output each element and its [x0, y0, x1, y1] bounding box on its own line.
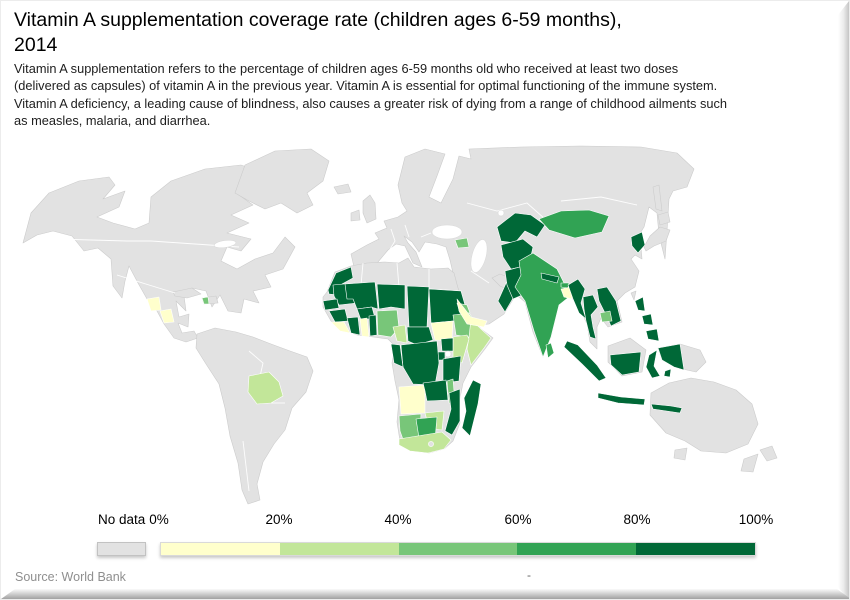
region-madagascar[interactable] [461, 379, 482, 437]
aral-sea [497, 209, 505, 217]
legend-swatch-20-40 [279, 543, 399, 555]
legend-swatch-40-60 [398, 543, 518, 555]
region-angola[interactable] [398, 384, 426, 415]
region-ghana[interactable] [359, 317, 370, 338]
region-lesotho[interactable] [428, 441, 434, 447]
legend-tick-100: 100% [738, 512, 774, 527]
legend-tick-60: 60% [504, 512, 532, 527]
region-australia[interactable] [649, 377, 759, 454]
region-uganda[interactable] [440, 337, 454, 352]
region-azerbaijan[interactable] [454, 237, 470, 249]
region-tanzania[interactable] [442, 355, 462, 384]
region-guatemala[interactable] [146, 296, 162, 312]
region-taiwan[interactable] [630, 290, 637, 301]
region-south-america[interactable] [195, 327, 314, 505]
region-philippines-mindanao[interactable] [645, 328, 660, 342]
legend-swatch-60-80 [517, 543, 637, 555]
region-south-africa[interactable] [398, 431, 452, 454]
region-indonesia-moluccas[interactable] [663, 368, 672, 378]
country-border-lines [55, 196, 638, 492]
chart-description: Vitamin A supplementation refers to the … [14, 60, 727, 130]
legend-color-scale [160, 542, 756, 556]
region-nepal[interactable] [540, 272, 560, 284]
region-united-kingdom[interactable] [362, 194, 377, 224]
region-indonesia-sumatra[interactable] [563, 340, 607, 382]
legend-no-data-label: No data [98, 512, 146, 527]
region-iceland[interactable] [333, 183, 352, 195]
region-greenland[interactable] [234, 148, 330, 214]
region-cuba[interactable] [172, 287, 202, 299]
legend-swatch-0-20 [161, 543, 280, 555]
region-nicaragua[interactable] [159, 308, 175, 324]
region-sakhalin[interactable] [652, 184, 663, 212]
region-cameroon[interactable] [392, 324, 408, 344]
region-philippines-luzon[interactable] [634, 296, 646, 312]
caspian-sea [470, 239, 488, 273]
footer-dash: - [527, 568, 531, 582]
title-line-1: Vitamin A supplementation coverage rate … [14, 9, 622, 31]
region-indonesia-lesser-sunda[interactable] [650, 403, 683, 414]
region-japan-hokkaido[interactable] [657, 211, 671, 226]
description-line: (delivered as capsules) of vitamin A in … [14, 78, 718, 94]
region-liberia-sierra-leone[interactable] [330, 321, 351, 334]
region-zambia[interactable] [422, 379, 449, 402]
title-line-2: 2014 [14, 34, 58, 56]
region-mongolia[interactable] [538, 209, 610, 239]
region-turkmenistan-uzbekistan[interactable] [496, 212, 546, 244]
region-senegal[interactable] [322, 298, 340, 311]
region-new-zealand-north[interactable] [759, 445, 778, 462]
great-lakes [213, 239, 237, 249]
legend-tick-80: 80% [623, 512, 651, 527]
frame-right-bevel [838, 1, 849, 600]
black-sea [431, 224, 463, 240]
description-line: Vitamin A deficiency, a leading cause of… [14, 95, 728, 111]
description-line: Vitamin A supplementation refers to the … [14, 61, 679, 76]
region-north-america[interactable] [22, 164, 296, 343]
region-north-korea[interactable] [630, 231, 646, 254]
legend-swatch-80-100 [636, 543, 755, 555]
region-philippines-visayas[interactable] [641, 313, 654, 326]
region-thailand[interactable] [582, 294, 599, 340]
frame-bottom-bevel [1, 589, 850, 599]
region-togo-benin[interactable] [368, 314, 378, 337]
region-kenya[interactable] [452, 334, 470, 364]
lake-victoria [444, 350, 452, 358]
region-chad[interactable] [406, 285, 430, 328]
region-indonesia-java[interactable] [597, 392, 646, 406]
region-congo-gabon[interactable] [390, 343, 404, 368]
legend-tick-20: 20% [265, 512, 293, 527]
source-attribution: Source: World Bank [15, 570, 126, 584]
region-cote-divoire[interactable] [346, 316, 361, 336]
region-cambodia[interactable] [599, 310, 613, 323]
region-bolivia[interactable] [247, 371, 284, 405]
region-indonesia-kalimantan[interactable] [609, 351, 642, 376]
region-bangladesh[interactable] [560, 286, 573, 300]
region-ireland[interactable] [350, 209, 361, 222]
region-tasmania[interactable] [673, 447, 688, 461]
region-indonesia-sulawesi[interactable] [645, 349, 661, 379]
legend-no-data-swatch [97, 542, 146, 556]
description-line: as measles, malaria, and diarrhea. [14, 113, 211, 129]
legend-tick-0: 0% [149, 512, 169, 527]
region-myanmar[interactable] [567, 278, 587, 320]
region-bhutan[interactable] [560, 282, 570, 289]
region-new-zealand-south[interactable] [740, 453, 759, 473]
region-mozambique[interactable] [444, 388, 461, 436]
region-niger[interactable] [376, 283, 406, 310]
region-vietnam-laos[interactable] [596, 286, 622, 327]
page-title: Vitamin A supplementation coverage rate … [14, 8, 622, 58]
region-japan-honshu[interactable] [643, 226, 671, 252]
inland-water [213, 209, 505, 358]
region-haiti[interactable] [201, 296, 210, 305]
legend-tick-40: 40% [384, 512, 412, 527]
region-yemen[interactable] [456, 298, 488, 328]
world-choropleth-map [22, 145, 778, 505]
region-indonesia-papua[interactable] [657, 343, 685, 371]
region-sri-lanka[interactable] [545, 342, 555, 359]
